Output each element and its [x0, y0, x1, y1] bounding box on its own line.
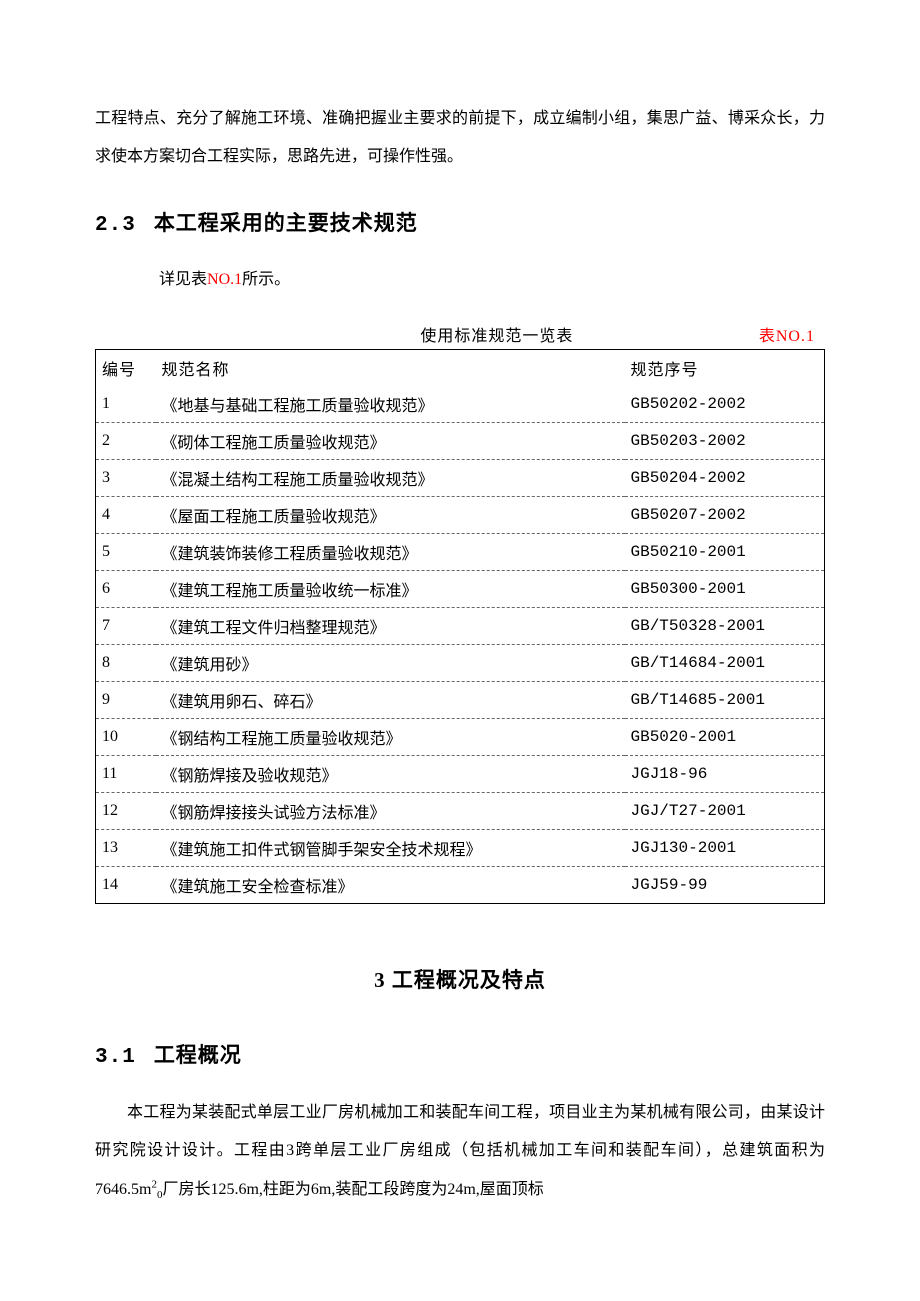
cell-name: 《混凝土结构工程施工质量验收规范》 — [156, 459, 625, 496]
detail-prefix: 详见表 — [159, 271, 207, 288]
cell-num: 13 — [96, 829, 156, 866]
table-row: 14《建筑施工安全检查标准》JGJ59-99 — [96, 866, 825, 903]
detail-ref: NO.1 — [207, 271, 242, 288]
cell-name: 《钢筋焊接接头试验方法标准》 — [156, 792, 625, 829]
detail-suffix: 所示。 — [242, 271, 290, 288]
header-name: 规范名称 — [156, 349, 625, 386]
cell-code: GB/T50328-2001 — [625, 607, 825, 644]
cell-name: 《屋面工程施工质量验收规范》 — [156, 496, 625, 533]
cell-name: 《建筑用卵石、碎石》 — [156, 681, 625, 718]
chapter-3-heading: 3 工程概况及特点 — [95, 964, 825, 994]
table-row: 9《建筑用卵石、碎石》GB/T14685-2001 — [96, 681, 825, 718]
table-row: 2《砌体工程施工质量验收规范》GB50203-2002 — [96, 422, 825, 459]
table-row: 1《地基与基础工程施工质量验收规范》GB50202-2002 — [96, 386, 825, 423]
section-3-1-number: 3.1 — [95, 1046, 136, 1069]
cell-name: 《建筑施工安全检查标准》 — [156, 866, 625, 903]
cell-name: 《建筑用砂》 — [156, 644, 625, 681]
cell-code: GB50202-2002 — [625, 386, 825, 423]
header-num: 编号 — [96, 349, 156, 386]
table-caption-row: 使用标准规范一览表 表NO.1 — [95, 322, 825, 346]
cell-num: 12 — [96, 792, 156, 829]
cell-code: GB50204-2002 — [625, 459, 825, 496]
cell-num: 1 — [96, 386, 156, 423]
spec-table: 编号 规范名称 规范序号 1《地基与基础工程施工质量验收规范》GB50202-2… — [95, 349, 825, 904]
section-2-3-number: 2.3 — [95, 214, 136, 237]
cell-name: 《建筑工程文件归档整理规范》 — [156, 607, 625, 644]
table-row: 13《建筑施工扣件式钢管脚手架安全技术规程》JGJ130-2001 — [96, 829, 825, 866]
table-row: 8《建筑用砂》GB/T14684-2001 — [96, 644, 825, 681]
table-row: 12《钢筋焊接接头试验方法标准》JGJ/T27-2001 — [96, 792, 825, 829]
cell-code: GB50210-2001 — [625, 533, 825, 570]
cell-num: 10 — [96, 718, 156, 755]
cell-code: GB50203-2002 — [625, 422, 825, 459]
intro-paragraph: 工程特点、充分了解施工环境、准确把握业主要求的前提下，成立编制小组，集思广益、博… — [95, 100, 825, 177]
table-row: 11《钢筋焊接及验收规范》JGJ18-96 — [96, 755, 825, 792]
table-caption-right: 表NO.1 — [759, 322, 825, 346]
cell-name: 《砌体工程施工质量验收规范》 — [156, 422, 625, 459]
table-header-row: 编号 规范名称 规范序号 — [96, 349, 825, 386]
cell-name: 《建筑施工扣件式钢管脚手架安全技术规程》 — [156, 829, 625, 866]
cell-name: 《地基与基础工程施工质量验收规范》 — [156, 386, 625, 423]
cell-num: 9 — [96, 681, 156, 718]
cell-num: 4 — [96, 496, 156, 533]
section-2-3-heading: 2.3 本工程采用的主要技术规范 — [95, 207, 825, 237]
cell-name: 《钢筋焊接及验收规范》 — [156, 755, 625, 792]
cell-code: JGJ59-99 — [625, 866, 825, 903]
cell-name: 《钢结构工程施工质量验收规范》 — [156, 718, 625, 755]
cell-code: GB5020-2001 — [625, 718, 825, 755]
cell-num: 6 — [96, 570, 156, 607]
cell-code: GB/T14685-2001 — [625, 681, 825, 718]
cell-num: 8 — [96, 644, 156, 681]
cell-code: GB50300-2001 — [625, 570, 825, 607]
body-part2: 厂房长125.6m,柱距为6m,装配工段跨度为24m,屋面顶标 — [162, 1181, 543, 1198]
section-3-1-body: 本工程为某装配式单层工业厂房机械加工和装配车间工程，项目业主为某机械有限公司，由… — [95, 1094, 825, 1209]
cell-name: 《建筑装饰装修工程质量验收规范》 — [156, 533, 625, 570]
cell-num: 14 — [96, 866, 156, 903]
table-caption-center: 使用标准规范一览表 — [95, 322, 759, 346]
cell-code: GB/T14684-2001 — [625, 644, 825, 681]
cell-num: 5 — [96, 533, 156, 570]
table-row: 6《建筑工程施工质量验收统一标准》GB50300-2001 — [96, 570, 825, 607]
table-row: 7《建筑工程文件归档整理规范》GB/T50328-2001 — [96, 607, 825, 644]
header-code: 规范序号 — [625, 349, 825, 386]
cell-num: 7 — [96, 607, 156, 644]
cell-code: JGJ130-2001 — [625, 829, 825, 866]
table-row: 5《建筑装饰装修工程质量验收规范》GB50210-2001 — [96, 533, 825, 570]
table-row: 10《钢结构工程施工质量验收规范》GB5020-2001 — [96, 718, 825, 755]
cell-code: JGJ/T27-2001 — [625, 792, 825, 829]
cell-num: 3 — [96, 459, 156, 496]
section-2-3-title: 本工程采用的主要技术规范 — [154, 211, 418, 235]
cell-code: JGJ18-96 — [625, 755, 825, 792]
cell-code: GB50207-2002 — [625, 496, 825, 533]
section-2-3-detail: 详见表NO.1所示。 — [127, 262, 825, 297]
cell-num: 11 — [96, 755, 156, 792]
section-3-1-heading: 3.1 工程概况 — [95, 1039, 825, 1069]
cell-num: 2 — [96, 422, 156, 459]
table-row: 4《屋面工程施工质量验收规范》GB50207-2002 — [96, 496, 825, 533]
table-row: 3《混凝土结构工程施工质量验收规范》GB50204-2002 — [96, 459, 825, 496]
section-3-1-title: 工程概况 — [154, 1043, 242, 1067]
cell-name: 《建筑工程施工质量验收统一标准》 — [156, 570, 625, 607]
